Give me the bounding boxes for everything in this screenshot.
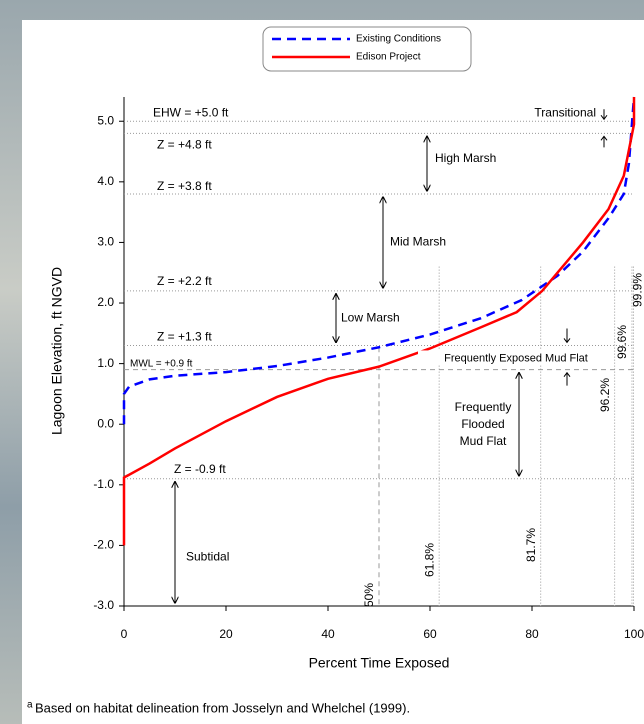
footnote: Based on habitat delineation from Jossel… xyxy=(35,700,410,715)
x-tick-label: 80 xyxy=(525,627,539,641)
small-arrow xyxy=(600,109,608,148)
x-axis-title: Percent Time Exposed xyxy=(309,655,450,671)
zone-label-bg xyxy=(418,350,614,366)
footnote-marker: a xyxy=(27,700,33,711)
y-tick-label: -1.0 xyxy=(93,477,114,491)
vertical-label: 99.9% xyxy=(631,273,644,307)
legend-box xyxy=(262,26,472,72)
panel xyxy=(22,20,644,724)
zone-label: Flooded xyxy=(461,417,504,431)
vertical-label: 50% xyxy=(362,583,376,607)
y-tick-label: 5.0 xyxy=(97,113,114,127)
y-tick-label: 1.0 xyxy=(97,356,114,370)
plot: 5.0 4.0 3.0 2.0 1.0 0.0 -1.0 -2.0 -3.0 0 20 40 60 80 1… xyxy=(93,26,644,641)
y-tick-label: 0.0 xyxy=(97,416,114,430)
zone-label: Frequently Exposed Mud Flat xyxy=(444,352,588,364)
reference-label: MWL = +0.9 ft xyxy=(130,358,193,369)
x-tick-label: 60 xyxy=(423,627,437,641)
small-arrow xyxy=(563,328,571,386)
y-tick-label: 4.0 xyxy=(97,174,114,188)
zone-label: Transitional xyxy=(534,105,596,119)
zone-label: High Marsh xyxy=(435,151,496,165)
vertical-label: 99.6% xyxy=(615,325,629,359)
vertical-label: 81.7% xyxy=(524,528,538,562)
x-tick-label: 20 xyxy=(219,627,233,641)
legend-label: Edison Project xyxy=(356,52,421,63)
zone-label: Mid Marsh xyxy=(390,235,446,249)
x-tick-label: 40 xyxy=(321,627,335,641)
reference-label: Z = -0.9 ft xyxy=(174,462,226,476)
zone-label: Frequently xyxy=(455,400,512,414)
x-tick-label: 100 xyxy=(624,627,644,641)
zone-label: Subtidal xyxy=(186,550,229,564)
x-tick-label: 0 xyxy=(121,627,128,641)
y-tick-label: -2.0 xyxy=(93,538,114,552)
vertical-label: 61.8% xyxy=(422,543,436,577)
y-tick-label: 2.0 xyxy=(97,295,114,309)
legend: Existing Conditions Edison Project xyxy=(262,26,472,72)
y-axis-title: Lagoon Elevation, ft NGVD xyxy=(49,267,65,435)
y-tick-label: -3.0 xyxy=(93,598,114,612)
reference-label: EHW = +5.0 ft xyxy=(153,105,229,119)
series-line xyxy=(122,96,636,425)
reference-label: Z = +4.8 ft xyxy=(157,138,212,152)
reference-label: Z = +1.3 ft xyxy=(157,330,212,344)
zone-label: Mud Flat xyxy=(460,434,507,448)
vertical-label: 96.2% xyxy=(598,378,612,412)
reference-label: Z = +2.2 ft xyxy=(157,274,212,288)
legend-label: Existing Conditions xyxy=(356,34,441,45)
y-tick-label: 3.0 xyxy=(97,235,114,249)
zone-label: Low Marsh xyxy=(341,310,400,324)
series-line xyxy=(122,97,636,546)
reference-label: Z = +3.8 ft xyxy=(157,179,212,193)
